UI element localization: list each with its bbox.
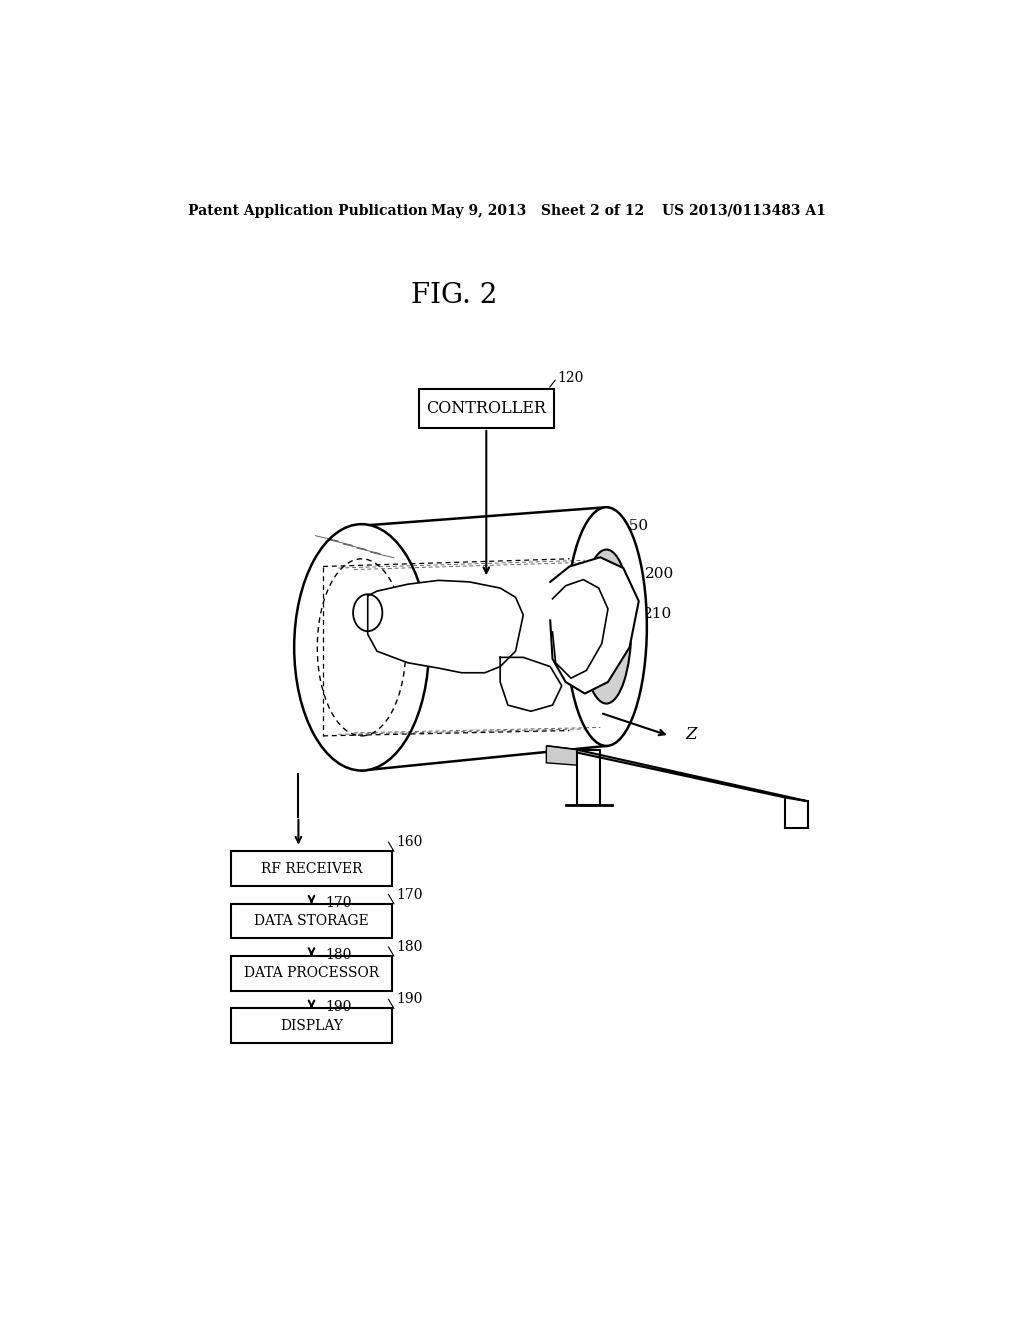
Text: DATA PROCESSOR: DATA PROCESSOR xyxy=(244,966,379,981)
Bar xyxy=(419,389,554,428)
Ellipse shape xyxy=(582,549,632,704)
Polygon shape xyxy=(500,657,562,711)
Text: 120: 120 xyxy=(557,371,584,385)
Text: 170: 170 xyxy=(326,895,352,909)
Text: Z: Z xyxy=(685,726,696,743)
Ellipse shape xyxy=(294,524,429,771)
Text: RF RECEIVER: RF RECEIVER xyxy=(261,862,362,875)
Polygon shape xyxy=(547,746,808,801)
Bar xyxy=(230,956,392,991)
Bar xyxy=(230,904,392,939)
Text: 180: 180 xyxy=(396,940,423,954)
Bar xyxy=(230,1008,392,1043)
Polygon shape xyxy=(578,750,600,805)
Text: Patent Application Publication: Patent Application Publication xyxy=(188,203,428,218)
Text: 160: 160 xyxy=(396,836,423,849)
Polygon shape xyxy=(553,579,608,678)
Text: FIG. 2: FIG. 2 xyxy=(411,282,497,309)
Polygon shape xyxy=(547,746,578,766)
Text: 180: 180 xyxy=(326,948,352,962)
Text: DISPLAY: DISPLAY xyxy=(280,1019,343,1032)
Text: 170: 170 xyxy=(396,887,423,902)
Text: May 9, 2013   Sheet 2 of 12: May 9, 2013 Sheet 2 of 12 xyxy=(431,203,644,218)
Bar xyxy=(230,851,392,886)
Text: DATA STORAGE: DATA STORAGE xyxy=(254,913,369,928)
Polygon shape xyxy=(368,581,523,673)
Polygon shape xyxy=(361,507,606,771)
Text: 190: 190 xyxy=(326,1001,352,1014)
Polygon shape xyxy=(550,557,639,693)
Text: CONTROLLER: CONTROLLER xyxy=(426,400,546,417)
Ellipse shape xyxy=(566,507,647,746)
Text: 200: 200 xyxy=(645,568,674,581)
Ellipse shape xyxy=(317,558,406,737)
Text: 150: 150 xyxy=(620,520,648,533)
Text: 190: 190 xyxy=(396,993,423,1006)
Text: 158: 158 xyxy=(609,647,639,660)
Text: US 2013/0113483 A1: US 2013/0113483 A1 xyxy=(662,203,825,218)
Ellipse shape xyxy=(353,594,382,631)
Text: 210: 210 xyxy=(643,607,672,622)
